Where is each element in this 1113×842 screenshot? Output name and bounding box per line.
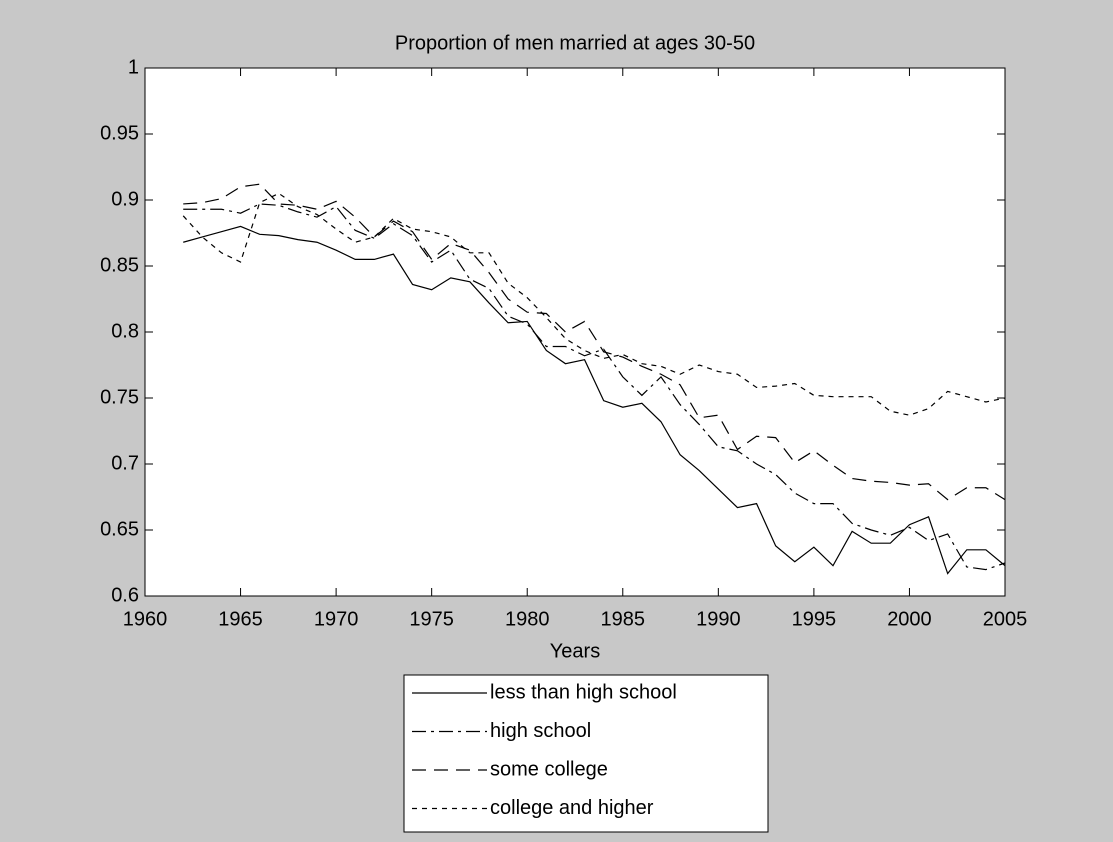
y-tick-label: 0.6 (111, 584, 139, 606)
y-tick-label: 0.8 (111, 320, 139, 342)
x-axis-label: Years (550, 640, 600, 662)
y-tick-label: 0.75 (100, 386, 139, 408)
series-line (183, 225, 1006, 575)
y-tick-label: 0.65 (100, 518, 139, 540)
y-tick-label: 0.85 (100, 254, 139, 276)
x-tick-label: 1975 (409, 608, 454, 630)
series-line (183, 203, 1006, 571)
legend-box (403, 674, 769, 833)
x-tick-label: 1965 (218, 608, 263, 630)
x-tick-label: 1985 (601, 608, 646, 630)
series-line (183, 183, 1006, 501)
y-tick-label: 0.7 (111, 452, 139, 474)
x-tick-label: 2000 (887, 608, 932, 630)
legend-label: college and higher (490, 797, 654, 819)
legend-label: some college (490, 758, 608, 780)
x-tick-label: 1960 (123, 608, 168, 630)
legend-label: high school (490, 720, 591, 742)
x-tick-label: 1990 (696, 608, 741, 630)
y-tick-label: 1 (128, 56, 139, 78)
x-tick-label: 1980 (505, 608, 550, 630)
chart-title: Proportion of men married at ages 30-50 (395, 32, 755, 54)
x-tick-label: 1995 (792, 608, 837, 630)
legend-label: less than high school (490, 681, 677, 703)
y-tick-label: 0.95 (100, 122, 139, 144)
y-tick-label: 0.9 (111, 188, 139, 210)
x-tick-label: 1970 (314, 608, 359, 630)
plot-area (144, 67, 1006, 597)
x-tick-label: 2005 (983, 608, 1028, 630)
